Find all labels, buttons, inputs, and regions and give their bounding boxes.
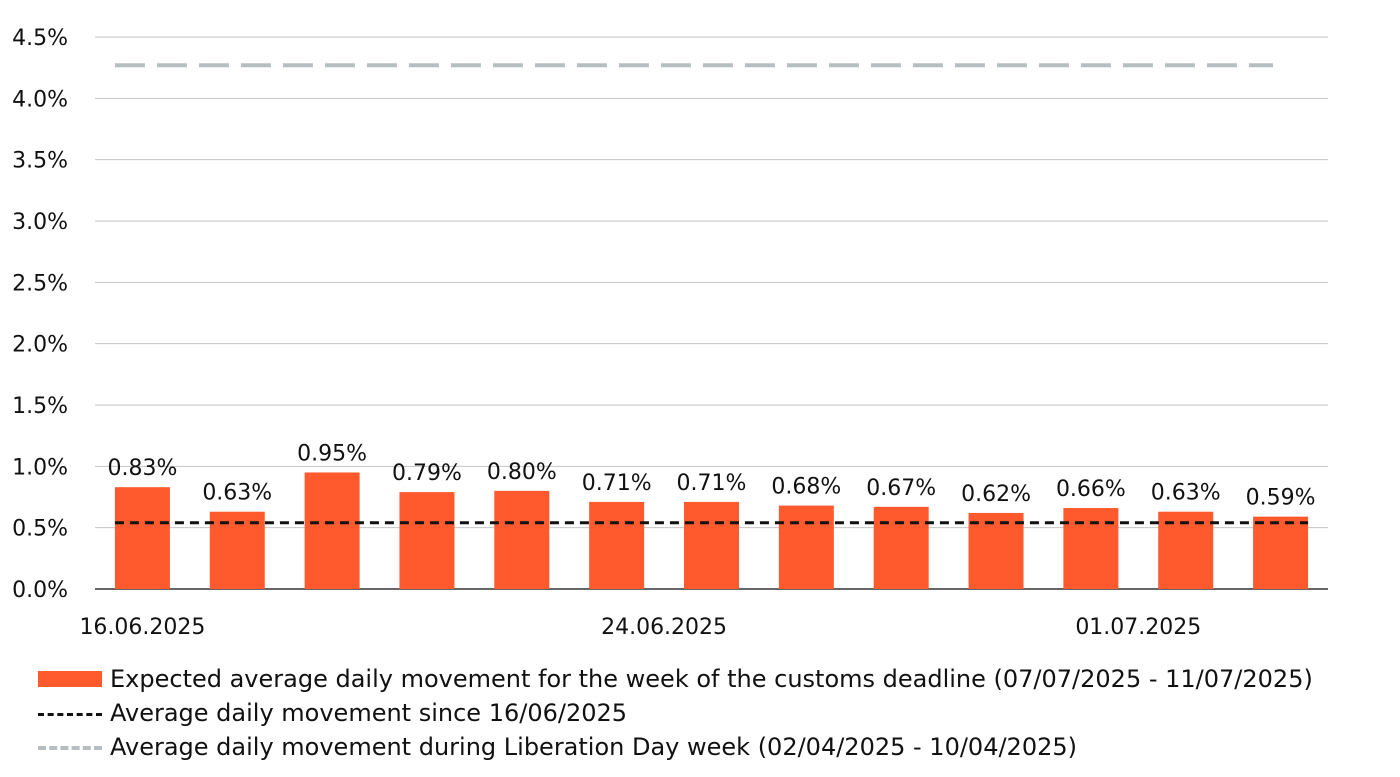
bar <box>1158 511 1214 589</box>
bar-data-label: 0.68% <box>771 475 841 500</box>
legend-label-liberation-line: Average daily movement during Liberation… <box>110 733 1077 761</box>
bar-data-label: 0.59% <box>1246 486 1316 511</box>
bar-data-label: 0.79% <box>392 461 462 486</box>
x-tick-label: 01.07.2025 <box>1075 615 1201 640</box>
bar <box>209 511 265 589</box>
bar-data-label: 0.63% <box>202 481 272 506</box>
bar-data-label: 0.71% <box>582 471 652 496</box>
bar <box>494 490 550 589</box>
bar <box>1063 508 1119 589</box>
bar-data-label: 0.71% <box>677 471 747 496</box>
y-tick-label: 2.0% <box>12 333 68 358</box>
y-tick-label: 4.5% <box>12 26 68 51</box>
bar <box>873 506 929 589</box>
bar <box>684 501 739 589</box>
x-axis-tick-labels: 16.06.2025 24.06.2025 01.07.2025 <box>79 615 1201 640</box>
bar-data-label: 0.62% <box>961 482 1031 507</box>
y-tick-label: 3.0% <box>12 210 68 235</box>
y-tick-label: 1.5% <box>12 394 68 419</box>
legend: Expected average daily movement for the … <box>38 662 1313 764</box>
legend-swatch-bars <box>38 671 102 687</box>
y-tick-label: 0.5% <box>12 517 68 542</box>
bar <box>1253 516 1309 589</box>
y-axis-tick-labels: 0.0% 0.5% 1.0% 1.5% 2.0% 2.5% 3.0% 3.5% 4.0% 4.5% <box>12 26 68 603</box>
bar <box>968 512 1024 589</box>
legend-swatch-since-line <box>38 712 102 716</box>
x-tick-label: 24.06.2025 <box>601 615 727 640</box>
y-tick-label: 3.5% <box>12 149 68 174</box>
legend-label-bars: Expected average daily movement for the … <box>110 665 1313 693</box>
y-tick-label: 4.0% <box>12 87 68 112</box>
x-tick-label: 16.06.2025 <box>79 615 205 640</box>
bar-data-label: 0.95% <box>297 441 367 466</box>
gridlines <box>95 36 1328 590</box>
bar <box>304 472 360 589</box>
legend-item-since-line: Average daily movement since 16/06/2025 <box>38 696 1313 730</box>
legend-item-bars: Expected average daily movement for the … <box>38 662 1313 696</box>
bar-data-label: 0.67% <box>866 476 936 501</box>
bar-data-label: 0.63% <box>1151 481 1221 506</box>
bar-data-label: 0.66% <box>1056 477 1126 502</box>
bar-data-label: 0.83% <box>107 456 177 481</box>
legend-label-since-line: Average daily movement since 16/06/2025 <box>110 699 628 727</box>
bar-data-label: 0.80% <box>487 460 557 485</box>
bar <box>399 492 455 589</box>
y-tick-label: 2.5% <box>12 271 68 296</box>
bar-series <box>114 472 1309 589</box>
y-tick-label: 0.0% <box>12 578 68 603</box>
bar <box>114 487 170 589</box>
legend-item-liberation-line: Average daily movement during Liberation… <box>38 730 1313 764</box>
chart: 0.0% 0.5% 1.0% 1.5% 2.0% 2.5% 3.0% 3.5% 4.0% 4.5%… <box>12 26 1328 640</box>
legend-swatch-liberation-line <box>38 746 102 750</box>
y-tick-label: 1.0% <box>12 455 68 480</box>
bar-data-labels: 0.83% 0.63% 0.95% 0.79% 0.80% 0.71% 0.71% 0.68%… <box>107 441 1315 510</box>
bar <box>778 505 834 589</box>
reference-lines <box>114 63 1309 525</box>
bar <box>589 501 645 589</box>
